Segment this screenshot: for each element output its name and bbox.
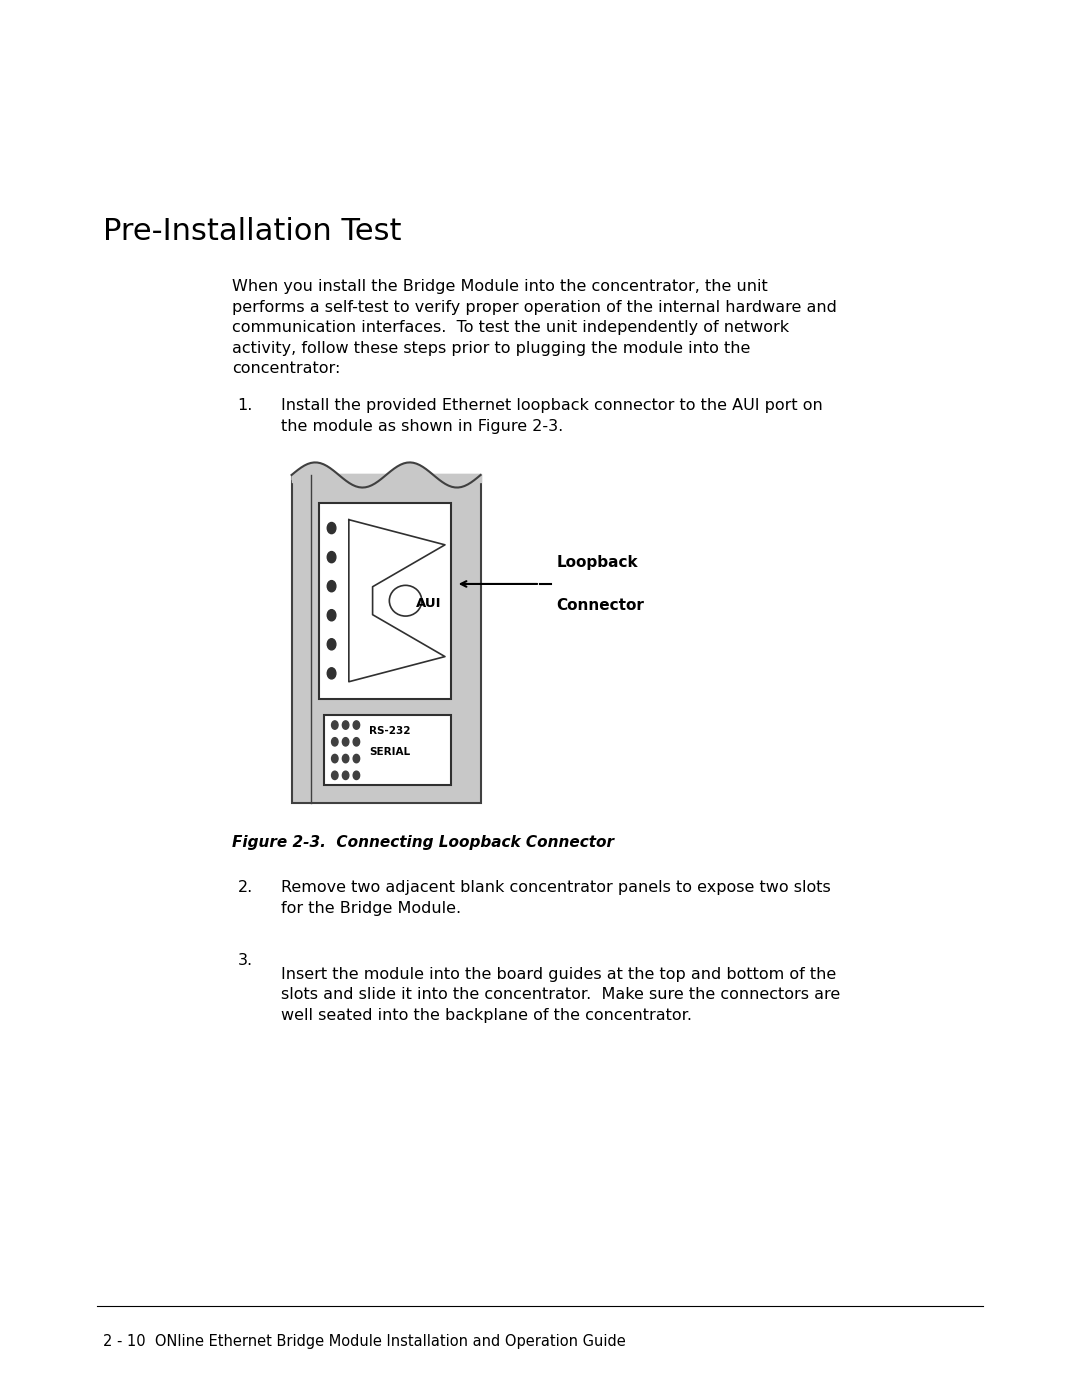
Text: AUI: AUI bbox=[416, 597, 442, 610]
Text: Connector: Connector bbox=[556, 598, 644, 613]
Circle shape bbox=[327, 638, 336, 650]
Text: Insert the module into the board guides at the top and bottom of the
slots and s: Insert the module into the board guides … bbox=[281, 967, 840, 1023]
Text: Pre-Installation Test: Pre-Installation Test bbox=[103, 217, 401, 246]
Circle shape bbox=[332, 754, 338, 763]
Circle shape bbox=[353, 721, 360, 729]
Text: 1.: 1. bbox=[238, 398, 253, 414]
Circle shape bbox=[332, 771, 338, 780]
Circle shape bbox=[332, 738, 338, 746]
Text: When you install the Bridge Module into the concentrator, the unit
performs a se: When you install the Bridge Module into … bbox=[232, 279, 837, 376]
Circle shape bbox=[342, 738, 349, 746]
Text: 2 - 10  ONline Ethernet Bridge Module Installation and Operation Guide: 2 - 10 ONline Ethernet Bridge Module Ins… bbox=[103, 1334, 625, 1350]
Text: Remove two adjacent blank concentrator panels to expose two slots
for the Bridge: Remove two adjacent blank concentrator p… bbox=[281, 880, 831, 915]
Circle shape bbox=[327, 581, 336, 592]
Circle shape bbox=[332, 721, 338, 729]
Bar bbox=[324, 715, 451, 785]
Text: Figure 2-3.  Connecting Loopback Connector: Figure 2-3. Connecting Loopback Connecto… bbox=[232, 835, 615, 851]
Text: SERIAL: SERIAL bbox=[369, 746, 410, 757]
Text: RS-232: RS-232 bbox=[369, 725, 410, 736]
Circle shape bbox=[353, 754, 360, 763]
Text: 2.: 2. bbox=[238, 880, 253, 895]
Circle shape bbox=[327, 552, 336, 563]
Circle shape bbox=[342, 754, 349, 763]
Circle shape bbox=[353, 771, 360, 780]
Circle shape bbox=[327, 522, 336, 534]
Text: 3.: 3. bbox=[238, 953, 253, 968]
Bar bbox=[319, 503, 451, 698]
Circle shape bbox=[342, 771, 349, 780]
Text: Loopback: Loopback bbox=[556, 555, 638, 570]
Ellipse shape bbox=[390, 585, 421, 616]
Circle shape bbox=[327, 668, 336, 679]
Text: Install the provided Ethernet loopback connector to the AUI port on
the module a: Install the provided Ethernet loopback c… bbox=[281, 398, 823, 433]
Circle shape bbox=[353, 738, 360, 746]
Bar bbox=[292, 475, 481, 803]
Circle shape bbox=[342, 721, 349, 729]
Circle shape bbox=[327, 609, 336, 620]
